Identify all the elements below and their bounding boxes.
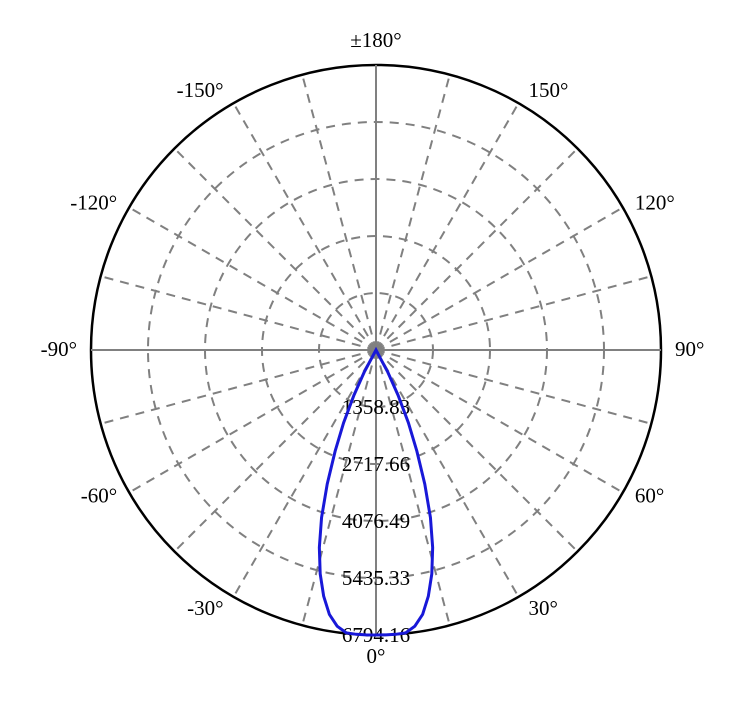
angle-label: 60°	[635, 484, 664, 508]
radial-label: 5435.33	[342, 566, 410, 590]
radial-label: 4076.49	[342, 509, 410, 533]
angle-label: -120°	[70, 191, 117, 215]
angle-label: -30°	[187, 596, 223, 620]
angle-label: 150°	[529, 78, 569, 102]
angle-label: ±180°	[350, 28, 401, 52]
angle-label: -90°	[41, 337, 77, 361]
angle-label: 0°	[367, 644, 386, 668]
angle-label: 30°	[529, 596, 558, 620]
angle-label: 90°	[675, 337, 704, 361]
angle-label: -60°	[81, 484, 117, 508]
radial-label: 2717.66	[342, 452, 410, 476]
angle-label: 120°	[635, 191, 675, 215]
polar-chart: ±180° 150° 120° 90° 60° 30° 0° -30° -60° -90° -120…	[0, 0, 752, 704]
angle-label: -150°	[177, 78, 224, 102]
